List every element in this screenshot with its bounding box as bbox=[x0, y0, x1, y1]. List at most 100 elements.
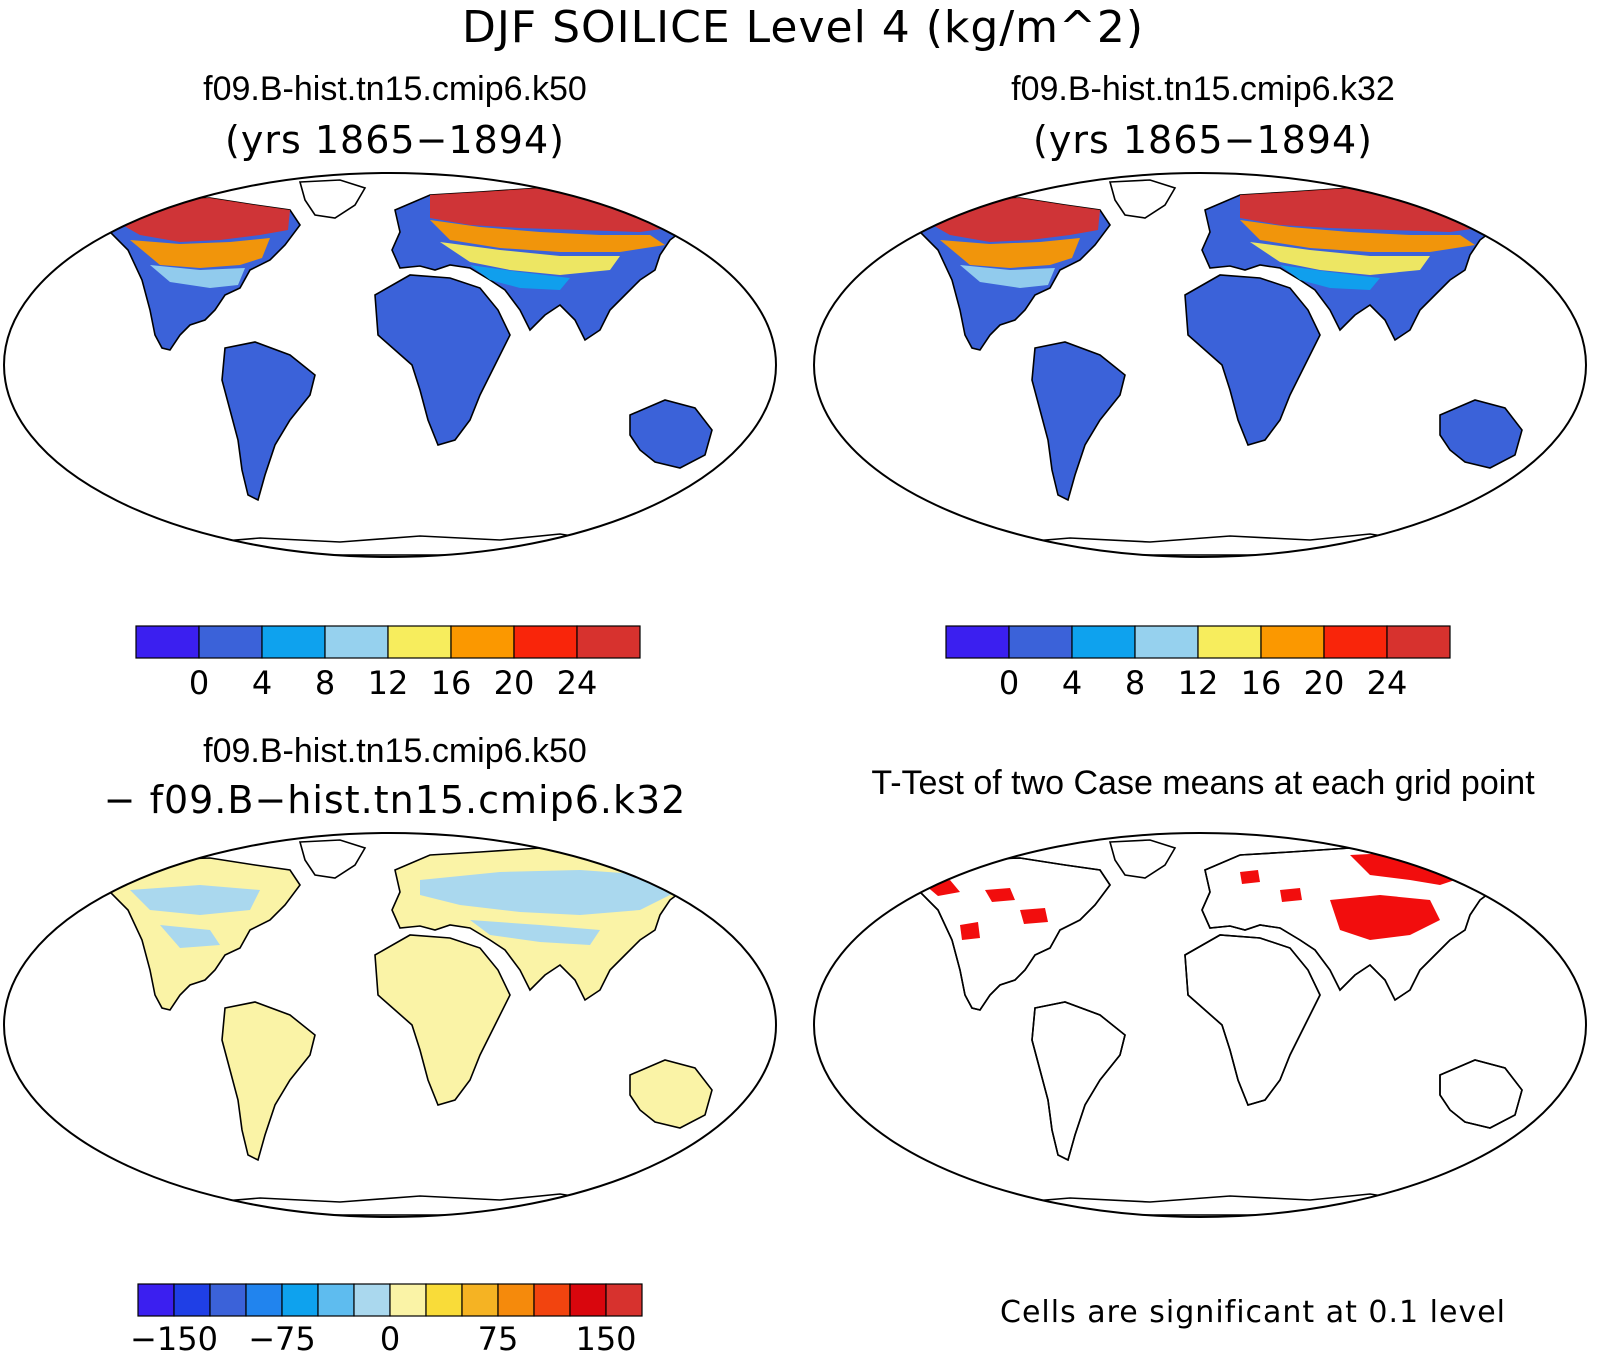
colorbar-swatch bbox=[1323, 625, 1388, 659]
field-band bbox=[430, 220, 665, 252]
colorbar-swatch bbox=[1008, 625, 1073, 659]
colorbar-swatch bbox=[209, 1283, 247, 1317]
map-k50 bbox=[3, 172, 777, 558]
colorbar-tick-label: 12 bbox=[1178, 664, 1219, 702]
significant-cell bbox=[985, 888, 1015, 902]
panel-title-k32: f09.B-hist.tn15.cmip6.k32 bbox=[1011, 70, 1395, 108]
land-antarctica bbox=[174, 1193, 612, 1216]
colorbar-tick-label: 20 bbox=[494, 664, 535, 702]
colorbar-swatch bbox=[324, 625, 389, 659]
field-band bbox=[1280, 265, 1380, 290]
colorbar-swatch bbox=[261, 625, 326, 659]
land-australia bbox=[629, 1059, 713, 1129]
colorbar-tick-label: −75 bbox=[248, 1320, 316, 1354]
significant-cell bbox=[1020, 908, 1048, 924]
colorbar-k32: 0 4 8 12 16 20 24 bbox=[945, 625, 1451, 702]
colorbar-tick-label: 0 bbox=[380, 1320, 400, 1354]
field-band bbox=[960, 265, 1055, 288]
colorbar-tick-label: 16 bbox=[1241, 664, 1282, 702]
field-band bbox=[1250, 242, 1430, 275]
colorbar-diff: −150 −75 0 75 150 bbox=[130, 1283, 643, 1354]
diff-patch bbox=[420, 870, 680, 915]
field-band bbox=[470, 265, 570, 290]
colorbar-swatch bbox=[281, 1283, 319, 1317]
colorbar-swatch bbox=[605, 1283, 643, 1317]
panel-title-diff: f09.B-hist.tn15.cmip6.k50 bbox=[203, 732, 587, 770]
land-greenland bbox=[1108, 839, 1177, 879]
colorbar-tick-label: 8 bbox=[1125, 664, 1145, 702]
colorbar-tick-label: 16 bbox=[431, 664, 472, 702]
diff-patch bbox=[130, 885, 260, 915]
colorbar-tick-label: 0 bbox=[189, 664, 209, 702]
colorbar-swatch bbox=[497, 1283, 535, 1317]
panel-subtitle-k32: (yrs 1865−1894) bbox=[1033, 118, 1373, 162]
panel-title-ttest: T-Test of two Case means at each grid po… bbox=[871, 764, 1535, 802]
field-band bbox=[940, 238, 1080, 268]
map-frame bbox=[3, 172, 777, 558]
map-frame bbox=[813, 832, 1587, 1218]
colorbar-swatch bbox=[198, 625, 263, 659]
land-samerica bbox=[1031, 1001, 1126, 1162]
colorbar-tick-label: 150 bbox=[575, 1320, 636, 1354]
map-ttest bbox=[813, 832, 1587, 1218]
land-antarctica bbox=[984, 1193, 1422, 1216]
colorbar-swatch bbox=[317, 1283, 355, 1317]
land-australia bbox=[629, 399, 713, 469]
colorbar-swatch bbox=[1134, 625, 1199, 659]
significant-cell bbox=[960, 922, 980, 940]
significant-cell bbox=[1280, 888, 1302, 902]
colorbar-swatch bbox=[389, 1283, 427, 1317]
figure-title: DJF SOILICE Level 4 (kg/m^2) bbox=[461, 2, 1145, 53]
map-frame bbox=[813, 172, 1587, 558]
colorbar-swatch bbox=[533, 1283, 571, 1317]
land-antarctica bbox=[984, 533, 1422, 556]
colorbar-k50: 0 4 8 12 16 20 24 bbox=[135, 625, 641, 702]
land-greenland bbox=[298, 179, 367, 219]
colorbar-tick-label: 20 bbox=[1304, 664, 1345, 702]
field-band bbox=[130, 238, 270, 268]
colorbar-swatch bbox=[245, 1283, 283, 1317]
colorbar-tick-label: 75 bbox=[478, 1320, 519, 1354]
colorbar-swatch bbox=[569, 1283, 607, 1317]
colorbar-swatch bbox=[1197, 625, 1262, 659]
colorbar-swatch bbox=[461, 1283, 499, 1317]
colorbar-tick-label: 4 bbox=[1062, 664, 1082, 702]
field-band bbox=[150, 265, 245, 288]
colorbar-swatch bbox=[945, 625, 1010, 659]
colorbar-swatch bbox=[513, 625, 578, 659]
colorbar-swatch bbox=[137, 1283, 175, 1317]
colorbar-swatch bbox=[576, 625, 641, 659]
colorbar-swatch bbox=[173, 1283, 211, 1317]
colorbar-swatch bbox=[425, 1283, 463, 1317]
colorbar-tick-label: 4 bbox=[252, 664, 272, 702]
land-greenland bbox=[298, 839, 367, 879]
diff-patch bbox=[160, 925, 220, 948]
land-samerica bbox=[221, 341, 316, 502]
colorbar-swatch bbox=[1260, 625, 1325, 659]
colorbar-tick-label: 24 bbox=[557, 664, 598, 702]
colorbar-tick-label: 0 bbox=[999, 664, 1019, 702]
significance-note: Cells are significant at 0.1 level bbox=[1000, 1295, 1507, 1330]
colorbar-swatch bbox=[450, 625, 515, 659]
panel-subtitle-diff: − f09.B−hist.tn15.cmip6.k32 bbox=[103, 778, 687, 822]
colorbar-swatch bbox=[353, 1283, 391, 1317]
colorbar-tick-label: 12 bbox=[368, 664, 409, 702]
colorbar-tick-label: 8 bbox=[315, 664, 335, 702]
field-band bbox=[1240, 220, 1475, 252]
map-diff bbox=[3, 832, 777, 1218]
colorbar-swatch bbox=[135, 625, 200, 659]
land-africa bbox=[1184, 274, 1321, 446]
land-samerica bbox=[221, 1001, 316, 1162]
colorbar-tick-label: −150 bbox=[130, 1320, 218, 1354]
significant-cell bbox=[1240, 870, 1260, 884]
land-africa bbox=[374, 274, 511, 446]
diff-patch bbox=[470, 920, 600, 945]
colorbar-swatch bbox=[1071, 625, 1136, 659]
colorbar-swatch bbox=[1386, 625, 1451, 659]
land-africa bbox=[374, 934, 511, 1106]
land-samerica bbox=[1031, 341, 1126, 502]
land-greenland bbox=[1108, 179, 1177, 219]
map-k32 bbox=[813, 172, 1587, 558]
map-frame bbox=[3, 832, 777, 1218]
panel-subtitle-k50: (yrs 1865−1894) bbox=[225, 118, 565, 162]
